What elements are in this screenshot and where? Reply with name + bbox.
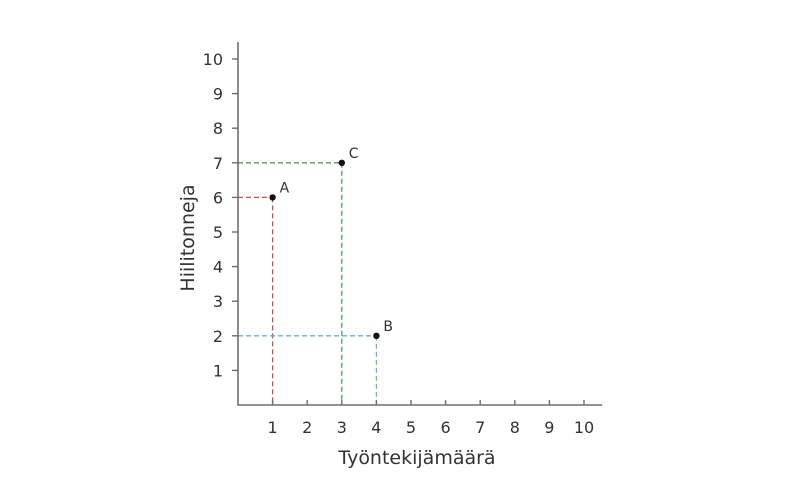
y-tick-label: 10 — [203, 50, 223, 69]
x-tick-label: 9 — [544, 418, 554, 437]
x-tick-label: 10 — [574, 418, 594, 437]
data-point-c — [338, 159, 345, 166]
y-tick-label: 9 — [213, 85, 223, 104]
axes — [232, 42, 602, 406]
data-points: A C B — [269, 146, 393, 339]
x-tick-label: 1 — [268, 418, 278, 437]
y-axis-label: Hiilitonneja — [177, 184, 199, 291]
y-tick-label: 1 — [213, 361, 223, 380]
x-tick-label: 3 — [337, 418, 347, 437]
x-tick-label: 2 — [302, 418, 312, 437]
guide-lines — [238, 162, 378, 405]
y-tick-label: 5 — [213, 223, 223, 242]
y-tick-label: 2 — [213, 327, 223, 346]
x-tick-label: 8 — [510, 418, 520, 437]
y-tick-label: 3 — [213, 292, 223, 311]
y-tick-label: 4 — [213, 258, 223, 277]
data-point-b — [373, 332, 380, 339]
tick-labels: 1 2 3 4 5 6 7 8 9 10 1 2 3 4 5 6 7 8 9 10 — [203, 50, 595, 437]
x-tick-label: 5 — [406, 418, 416, 437]
y-tick-label: 6 — [213, 188, 223, 207]
point-label-b: B — [383, 319, 393, 335]
y-tick-label: 7 — [213, 154, 223, 173]
point-label-c: C — [349, 146, 359, 162]
x-tick-label: 6 — [441, 418, 451, 437]
x-tick-label: 7 — [475, 418, 485, 437]
x-axis-label: Työntekijämäärä — [337, 447, 495, 469]
data-point-a — [269, 194, 276, 201]
x-tick-label: 4 — [371, 418, 381, 437]
point-label-a: A — [280, 180, 290, 196]
y-tick-label: 8 — [213, 119, 223, 138]
